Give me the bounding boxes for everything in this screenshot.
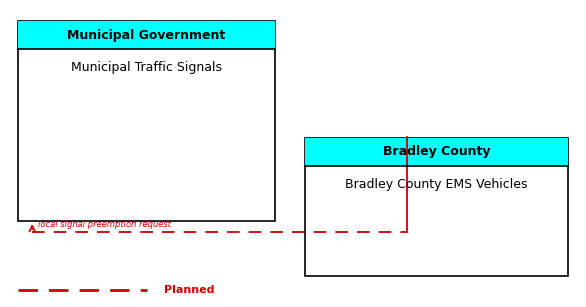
Bar [18, 21, 275, 221]
Text: Planned: Planned [164, 285, 214, 295]
Bar [18, 21, 275, 49]
Bar [305, 138, 568, 166]
Text: Bradley County: Bradley County [383, 146, 490, 158]
Text: Municipal Government: Municipal Government [67, 29, 226, 42]
Text: Bradley County EMS Vehicles: Bradley County EMS Vehicles [345, 178, 528, 191]
Text: Municipal Traffic Signals: Municipal Traffic Signals [71, 61, 222, 74]
Bar [305, 138, 568, 276]
Text: local signal preemption request: local signal preemption request [38, 220, 171, 229]
